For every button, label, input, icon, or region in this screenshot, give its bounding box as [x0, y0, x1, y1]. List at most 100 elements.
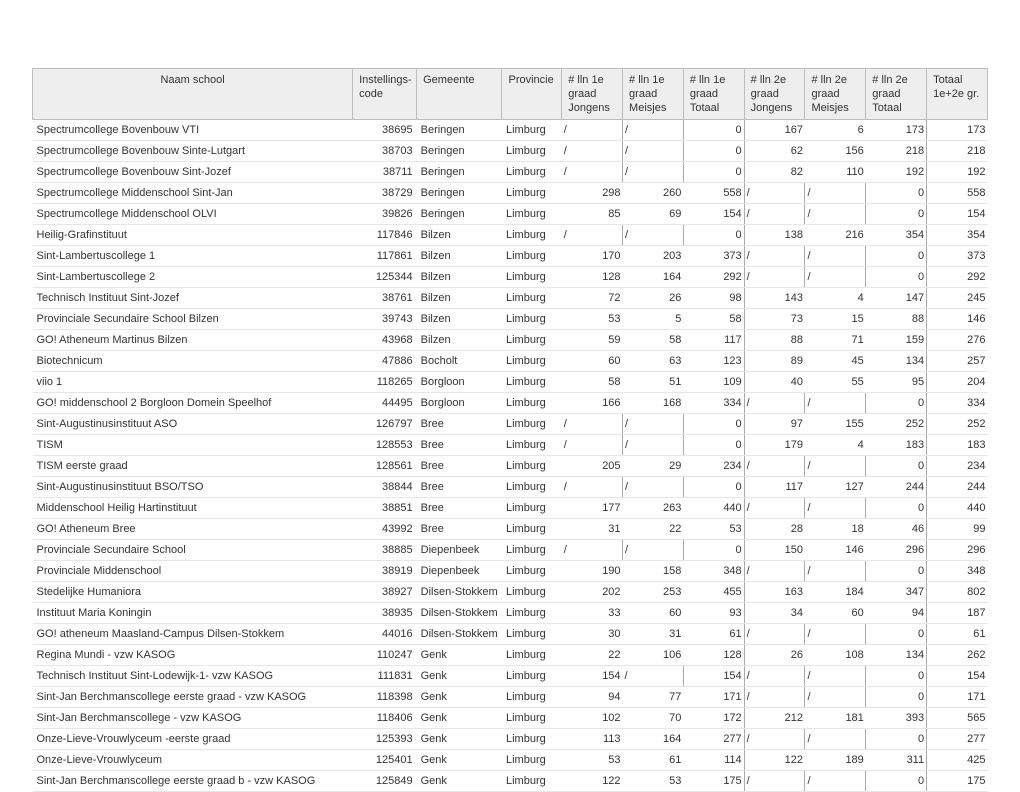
cell-code: 38761	[353, 288, 417, 309]
cell-j2: 143	[744, 288, 805, 309]
cell-provincie: Limburg	[502, 351, 562, 372]
cell-t2: 0	[866, 183, 927, 204]
table-row: GO! Atheneum Martinus Bilzen43968BilzenL…	[33, 330, 988, 351]
cell-m1: /	[623, 141, 684, 162]
cell-gemeente: Bocholt	[417, 351, 502, 372]
cell-j2: 212	[744, 708, 805, 729]
cell-m1: 26	[623, 288, 684, 309]
cell-provincie: Limburg	[502, 603, 562, 624]
table-row: Stedelijke Humaniora38927Dilsen-StokkemL…	[33, 582, 988, 603]
table-row: viio 1118265BorgloonLimburg5851109405595…	[33, 372, 988, 393]
cell-t1: 154	[683, 204, 744, 225]
cell-naam: viio 1	[33, 372, 353, 393]
cell-provincie: Limburg	[502, 162, 562, 183]
cell-t1: 114	[683, 750, 744, 771]
cell-provincie: Limburg	[502, 288, 562, 309]
cell-t1: 109	[683, 372, 744, 393]
cell-m1: 60	[623, 603, 684, 624]
cell-j1: 33	[562, 603, 623, 624]
cell-t2: 347	[866, 582, 927, 603]
cell-naam: Provinciale Secundaire School Bilzen	[33, 309, 353, 330]
cell-provincie: Limburg	[502, 519, 562, 540]
cell-j1: 53	[562, 750, 623, 771]
cell-m1: /	[623, 414, 684, 435]
cell-m2: /	[805, 183, 866, 204]
table-row: GO! Atheneum Bree43992BreeLimburg3122532…	[33, 519, 988, 540]
table-row: Sint-Lambertuscollege 2125344BilzenLimbu…	[33, 267, 988, 288]
cell-naam: Sint-Lambertuscollege 2	[33, 267, 353, 288]
cell-t2: 147	[866, 288, 927, 309]
cell-naam: TISM	[33, 435, 353, 456]
cell-m2: 181	[805, 708, 866, 729]
table-row: Spectrumcollege Middenschool Sint-Jan387…	[33, 183, 988, 204]
cell-m1: /	[623, 162, 684, 183]
cell-m2: /	[805, 729, 866, 750]
cell-t2: 46	[866, 519, 927, 540]
table-row: Onze-Lieve-Vrouwlyceum125401GenkLimburg5…	[33, 750, 988, 771]
cell-m2: 45	[805, 351, 866, 372]
cell-t1: 0	[683, 120, 744, 141]
cell-t1: 128	[683, 645, 744, 666]
cell-naam: Stedelijke Humaniora	[33, 582, 353, 603]
cell-j1: /	[562, 162, 623, 183]
cell-code: 38729	[353, 183, 417, 204]
cell-tot: 175	[927, 771, 988, 792]
cell-code: 110247	[353, 645, 417, 666]
cell-gemeente: Diepenbeek	[417, 561, 502, 582]
cell-m1: 22	[623, 519, 684, 540]
cell-t2: 134	[866, 645, 927, 666]
cell-provincie: Limburg	[502, 708, 562, 729]
cell-m1: 5	[623, 309, 684, 330]
cell-gemeente: Beringen	[417, 141, 502, 162]
cell-m1: 61	[623, 750, 684, 771]
cell-t2: 0	[866, 771, 927, 792]
cell-j2: /	[744, 624, 805, 645]
cell-gemeente: Dilsen-Stokkem	[417, 624, 502, 645]
col-t1: # lln 1egraadTotaal	[683, 69, 744, 120]
cell-m2: 156	[805, 141, 866, 162]
cell-provincie: Limburg	[502, 435, 562, 456]
cell-provincie: Limburg	[502, 498, 562, 519]
col-m1: # lln 1egraadMeisjes	[623, 69, 684, 120]
cell-t2: 0	[866, 498, 927, 519]
cell-m1: 168	[623, 393, 684, 414]
cell-t2: 0	[866, 687, 927, 708]
cell-tot: 244	[927, 477, 988, 498]
cell-m2: /	[805, 624, 866, 645]
cell-m1: 70	[623, 708, 684, 729]
cell-j1: 177	[562, 498, 623, 519]
cell-j1: 190	[562, 561, 623, 582]
cell-j2: 26	[744, 645, 805, 666]
cell-m2: /	[805, 687, 866, 708]
cell-t1: 0	[683, 141, 744, 162]
cell-j2: 117	[744, 477, 805, 498]
cell-provincie: Limburg	[502, 540, 562, 561]
cell-gemeente: Bree	[417, 435, 502, 456]
cell-j1: 166	[562, 393, 623, 414]
cell-m1: /	[623, 120, 684, 141]
cell-j2: /	[744, 771, 805, 792]
cell-m2: 71	[805, 330, 866, 351]
cell-j2: /	[744, 183, 805, 204]
table-row: TISM eerste graad128561BreeLimburg205292…	[33, 456, 988, 477]
cell-gemeente: Dilsen-Stokkem	[417, 603, 502, 624]
cell-tot: 61	[927, 624, 988, 645]
cell-naam: Heilig-Grafinstituut	[33, 225, 353, 246]
table-row: Provinciale Middenschool38919DiepenbeekL…	[33, 561, 988, 582]
cell-j2: 34	[744, 603, 805, 624]
cell-t1: 348	[683, 561, 744, 582]
col-provincie: Provincie	[502, 69, 562, 120]
cell-j1: /	[562, 540, 623, 561]
cell-j1: 85	[562, 204, 623, 225]
cell-code: 38695	[353, 120, 417, 141]
cell-j1: 53	[562, 309, 623, 330]
cell-j2: /	[744, 666, 805, 687]
cell-m2: 155	[805, 414, 866, 435]
cell-t2: 94	[866, 603, 927, 624]
cell-m1: 69	[623, 204, 684, 225]
cell-t1: 171	[683, 687, 744, 708]
cell-m2: /	[805, 204, 866, 225]
cell-j2: /	[744, 729, 805, 750]
cell-code: 118398	[353, 687, 417, 708]
cell-j1: 170	[562, 246, 623, 267]
